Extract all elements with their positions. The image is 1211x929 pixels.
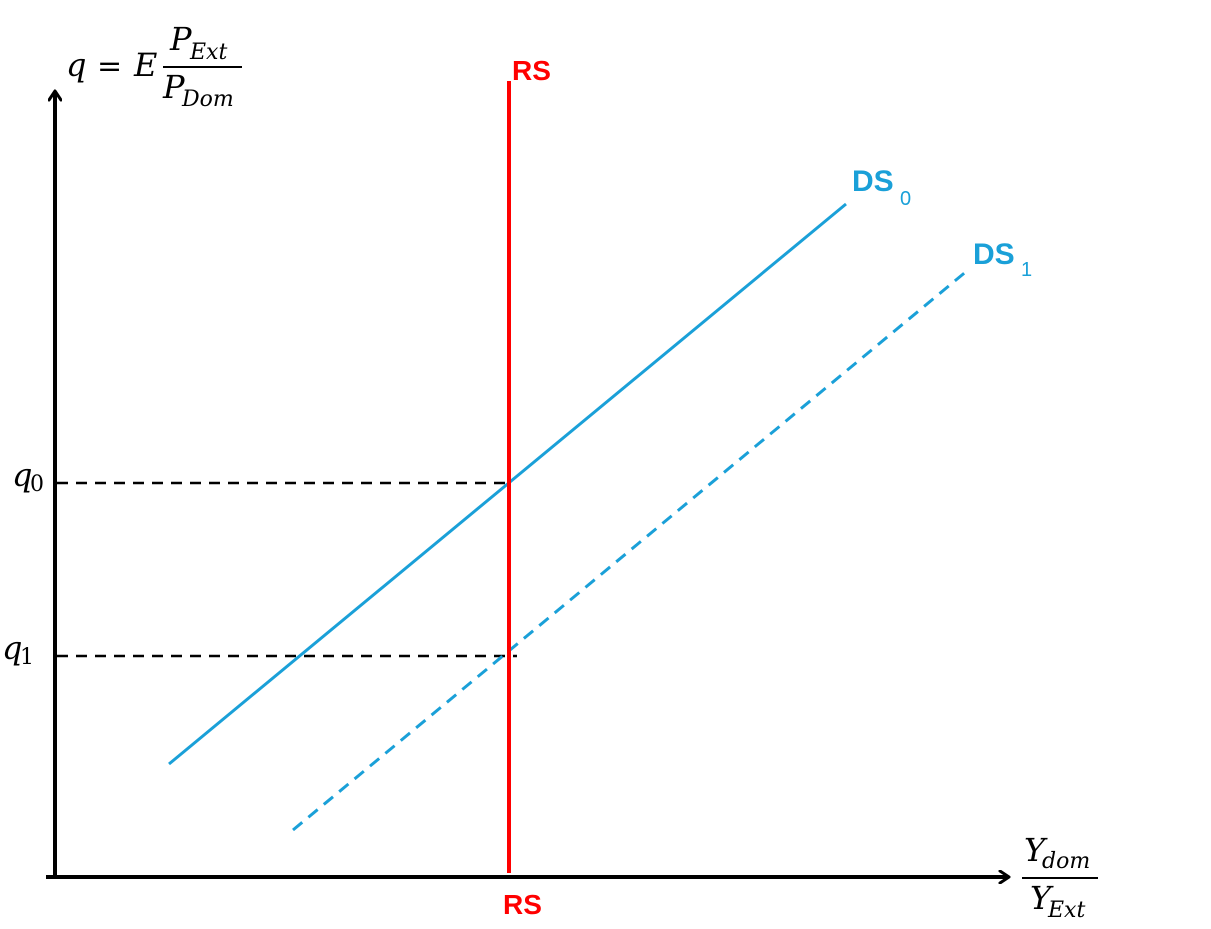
rs-top-label: RS [512,55,551,86]
y-axis-label-numerator: P [169,20,192,58]
q1-label-sub: 1 [20,645,34,670]
x-axis-label-denominator-sub: Ext [1047,898,1085,923]
ds0-label: DS 0 [852,165,911,210]
y-axis-label-lhs: q [66,46,86,84]
x-axis-label-denominator: Y [1030,879,1054,917]
q0-label-base: q [12,456,32,494]
ds1-label: DS 1 [973,238,1032,281]
y-axis-label-factor: E [133,46,157,84]
ds0-label-base: DS [852,165,894,198]
x-axis-label-numerator: Y [1024,831,1048,869]
q0-label-sub: 0 [30,472,44,497]
x-axis-label: Y dom Y Ext [1022,831,1098,923]
y-axis-label-denominator: P [162,68,185,106]
y-axis-label-equals: = [97,49,122,84]
ds1-label-sub: 1 [1021,259,1032,281]
y-axis-label: q = E P Ext P Dom [66,20,242,112]
y-axis-label-numerator-sub: Ext [189,40,227,65]
q0-label: q 0 [12,456,44,497]
ds0-label-sub: 0 [900,188,911,210]
rs-bottom-label: RS [503,889,542,920]
x-axis-label-numerator-sub: dom [1042,849,1090,874]
q1-label-base: q [2,629,22,667]
ds1-curve [292,268,969,832]
y-axis-label-denominator-sub: Dom [181,87,234,112]
ds1-label-base: DS [973,238,1015,271]
q1-label: q 1 [2,629,34,670]
